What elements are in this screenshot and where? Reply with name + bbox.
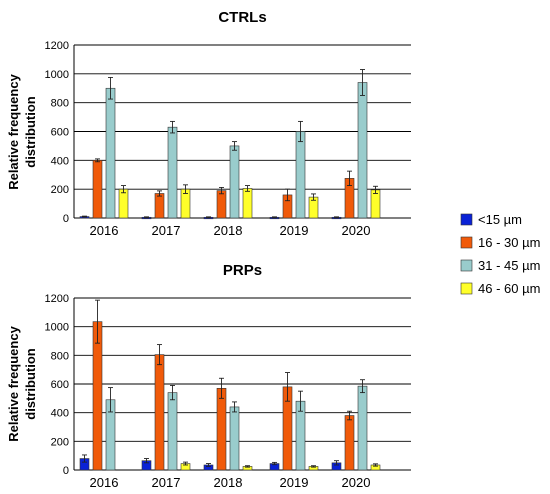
y-tick-label: 400 — [51, 408, 69, 420]
y-tick-label: 0 — [63, 465, 69, 477]
x-tick-label: 2020 — [342, 475, 371, 490]
bar — [357, 385, 368, 471]
y-axis-label-line: Relative frequency — [6, 73, 21, 189]
chart-ctrls: CTRLs Relative frequency distribution 0 200 4… — [6, 9, 411, 238]
bar — [229, 406, 240, 471]
bar — [167, 126, 178, 219]
y-tick-label: 1200 — [45, 40, 69, 52]
x-tick-label: 2018 — [214, 223, 243, 238]
chart-prps: PRPs Relative frequency distribution 0 200 40… — [6, 262, 411, 490]
chart-title: CTRLs — [218, 9, 266, 26]
x-tick-label: 2017 — [152, 475, 181, 490]
x-tick-label: 2019 — [280, 475, 309, 490]
bar — [154, 354, 165, 471]
legend-swatch — [460, 282, 473, 295]
bar — [357, 82, 368, 219]
chart-title: PRPs — [223, 262, 262, 279]
y-tick-label: 800 — [51, 98, 69, 110]
legend-label: 16 - 30 µm — [478, 235, 540, 250]
bar — [370, 189, 381, 219]
x-tick-label: 2016 — [90, 475, 119, 490]
legend-swatch — [460, 213, 473, 226]
legend-label: <15 µm — [478, 212, 522, 227]
bar — [216, 387, 227, 471]
x-tick-label: 2020 — [342, 223, 371, 238]
y-tick-label: 600 — [51, 127, 69, 139]
y-tick-label: 1200 — [45, 293, 69, 305]
bar — [229, 145, 240, 219]
x-tick-label: 2016 — [90, 223, 119, 238]
legend-label: 46 - 60 µm — [478, 281, 540, 296]
x-tick-label: 2018 — [214, 475, 243, 490]
bar — [92, 160, 103, 219]
bar — [216, 190, 227, 219]
y-axis-label: Relative frequency distribution — [6, 73, 38, 189]
y-tick-label: 400 — [51, 155, 69, 167]
bar — [295, 131, 306, 219]
y-tick-label: 600 — [51, 379, 69, 391]
y-tick-label: 0 — [63, 213, 69, 225]
x-tick-label: 2019 — [280, 223, 309, 238]
y-axis-label-line: Relative frequency — [6, 325, 21, 441]
bar — [92, 321, 103, 471]
legend-label: 31 - 45 µm — [478, 258, 540, 273]
y-tick-label: 200 — [51, 184, 69, 196]
bar — [242, 188, 253, 219]
y-tick-label: 1000 — [45, 322, 69, 334]
y-tick-label: 1000 — [45, 69, 69, 81]
legend-swatch — [460, 259, 473, 272]
legend-swatch — [460, 236, 473, 249]
bar — [118, 188, 129, 219]
legend: <15 µm 16 - 30 µm 31 - 45 µm 46 - 60 µm — [460, 212, 540, 296]
y-axis-label-line: distribution — [23, 348, 38, 420]
bar — [105, 87, 116, 219]
bar — [344, 415, 355, 471]
bar — [167, 392, 178, 471]
y-axis-label-line: distribution — [23, 96, 38, 168]
x-tick-label: 2017 — [152, 223, 181, 238]
y-tick-label: 200 — [51, 436, 69, 448]
y-tick-label: 800 — [51, 350, 69, 362]
y-axis-label: Relative frequency distribution — [6, 325, 38, 441]
bar — [154, 193, 165, 219]
